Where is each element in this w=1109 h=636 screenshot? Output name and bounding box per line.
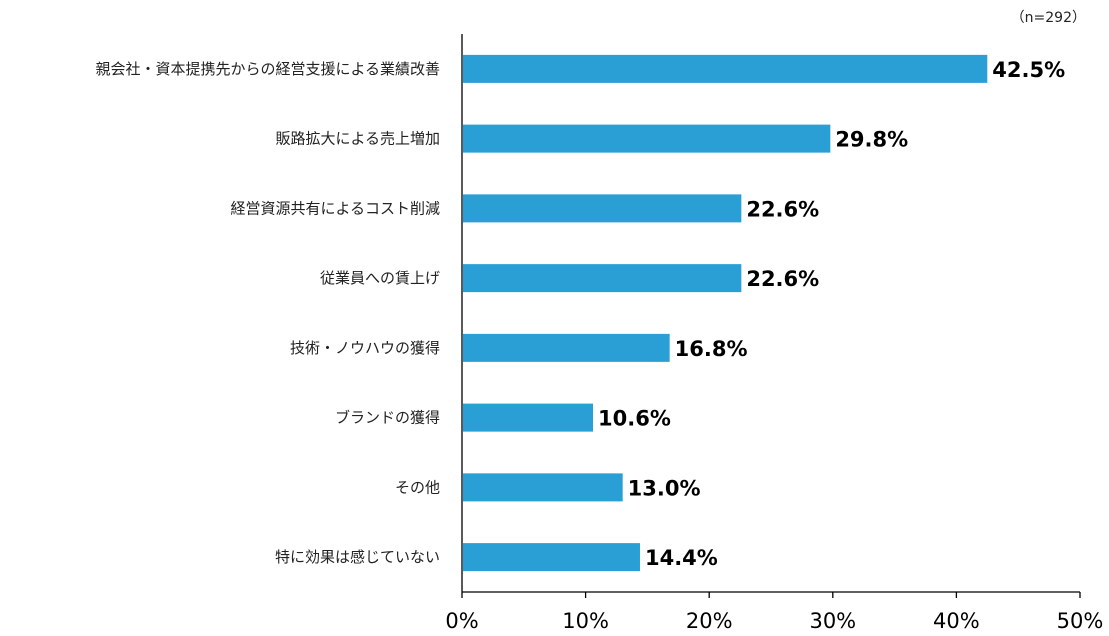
- category-label: 販路拡大による売上増加: [275, 130, 440, 148]
- value-label: 22.6%: [746, 197, 819, 221]
- bar: [463, 543, 640, 572]
- x-tick-label: 10%: [562, 609, 609, 633]
- value-label: 10.6%: [598, 407, 671, 431]
- x-tick-label: 40%: [933, 609, 980, 633]
- value-label: 13.0%: [628, 476, 701, 500]
- category-label: 従業員への賃上げ: [320, 269, 440, 287]
- value-label: 14.4%: [645, 546, 718, 570]
- x-tick-label: 30%: [809, 609, 856, 633]
- category-label: ブランドの獲得: [335, 409, 440, 427]
- sample-size-note: （n=292）: [1011, 10, 1086, 26]
- category-label: 技術・ノウハウの獲得: [290, 339, 440, 357]
- x-tick-label: 0%: [445, 609, 478, 633]
- value-label: 29.8%: [835, 128, 908, 152]
- category-label: その他: [395, 478, 440, 496]
- bar: [463, 194, 742, 223]
- bar: [463, 54, 988, 83]
- bar: [463, 473, 623, 502]
- bar: [463, 124, 831, 153]
- x-tick-label: 50%: [1057, 609, 1104, 633]
- bar: [463, 403, 594, 432]
- value-label: 42.5%: [992, 58, 1065, 82]
- bar: [463, 264, 742, 293]
- bar: [463, 333, 670, 362]
- category-label: 親会社・資本提携先からの経営支援による業績改善: [95, 60, 440, 78]
- value-label: 16.8%: [675, 337, 748, 361]
- x-tick-label: 20%: [686, 609, 733, 633]
- value-label: 22.6%: [746, 267, 819, 291]
- category-label: 経営資源共有によるコスト削減: [230, 199, 440, 217]
- category-label: 特に効果は感じていない: [275, 548, 440, 566]
